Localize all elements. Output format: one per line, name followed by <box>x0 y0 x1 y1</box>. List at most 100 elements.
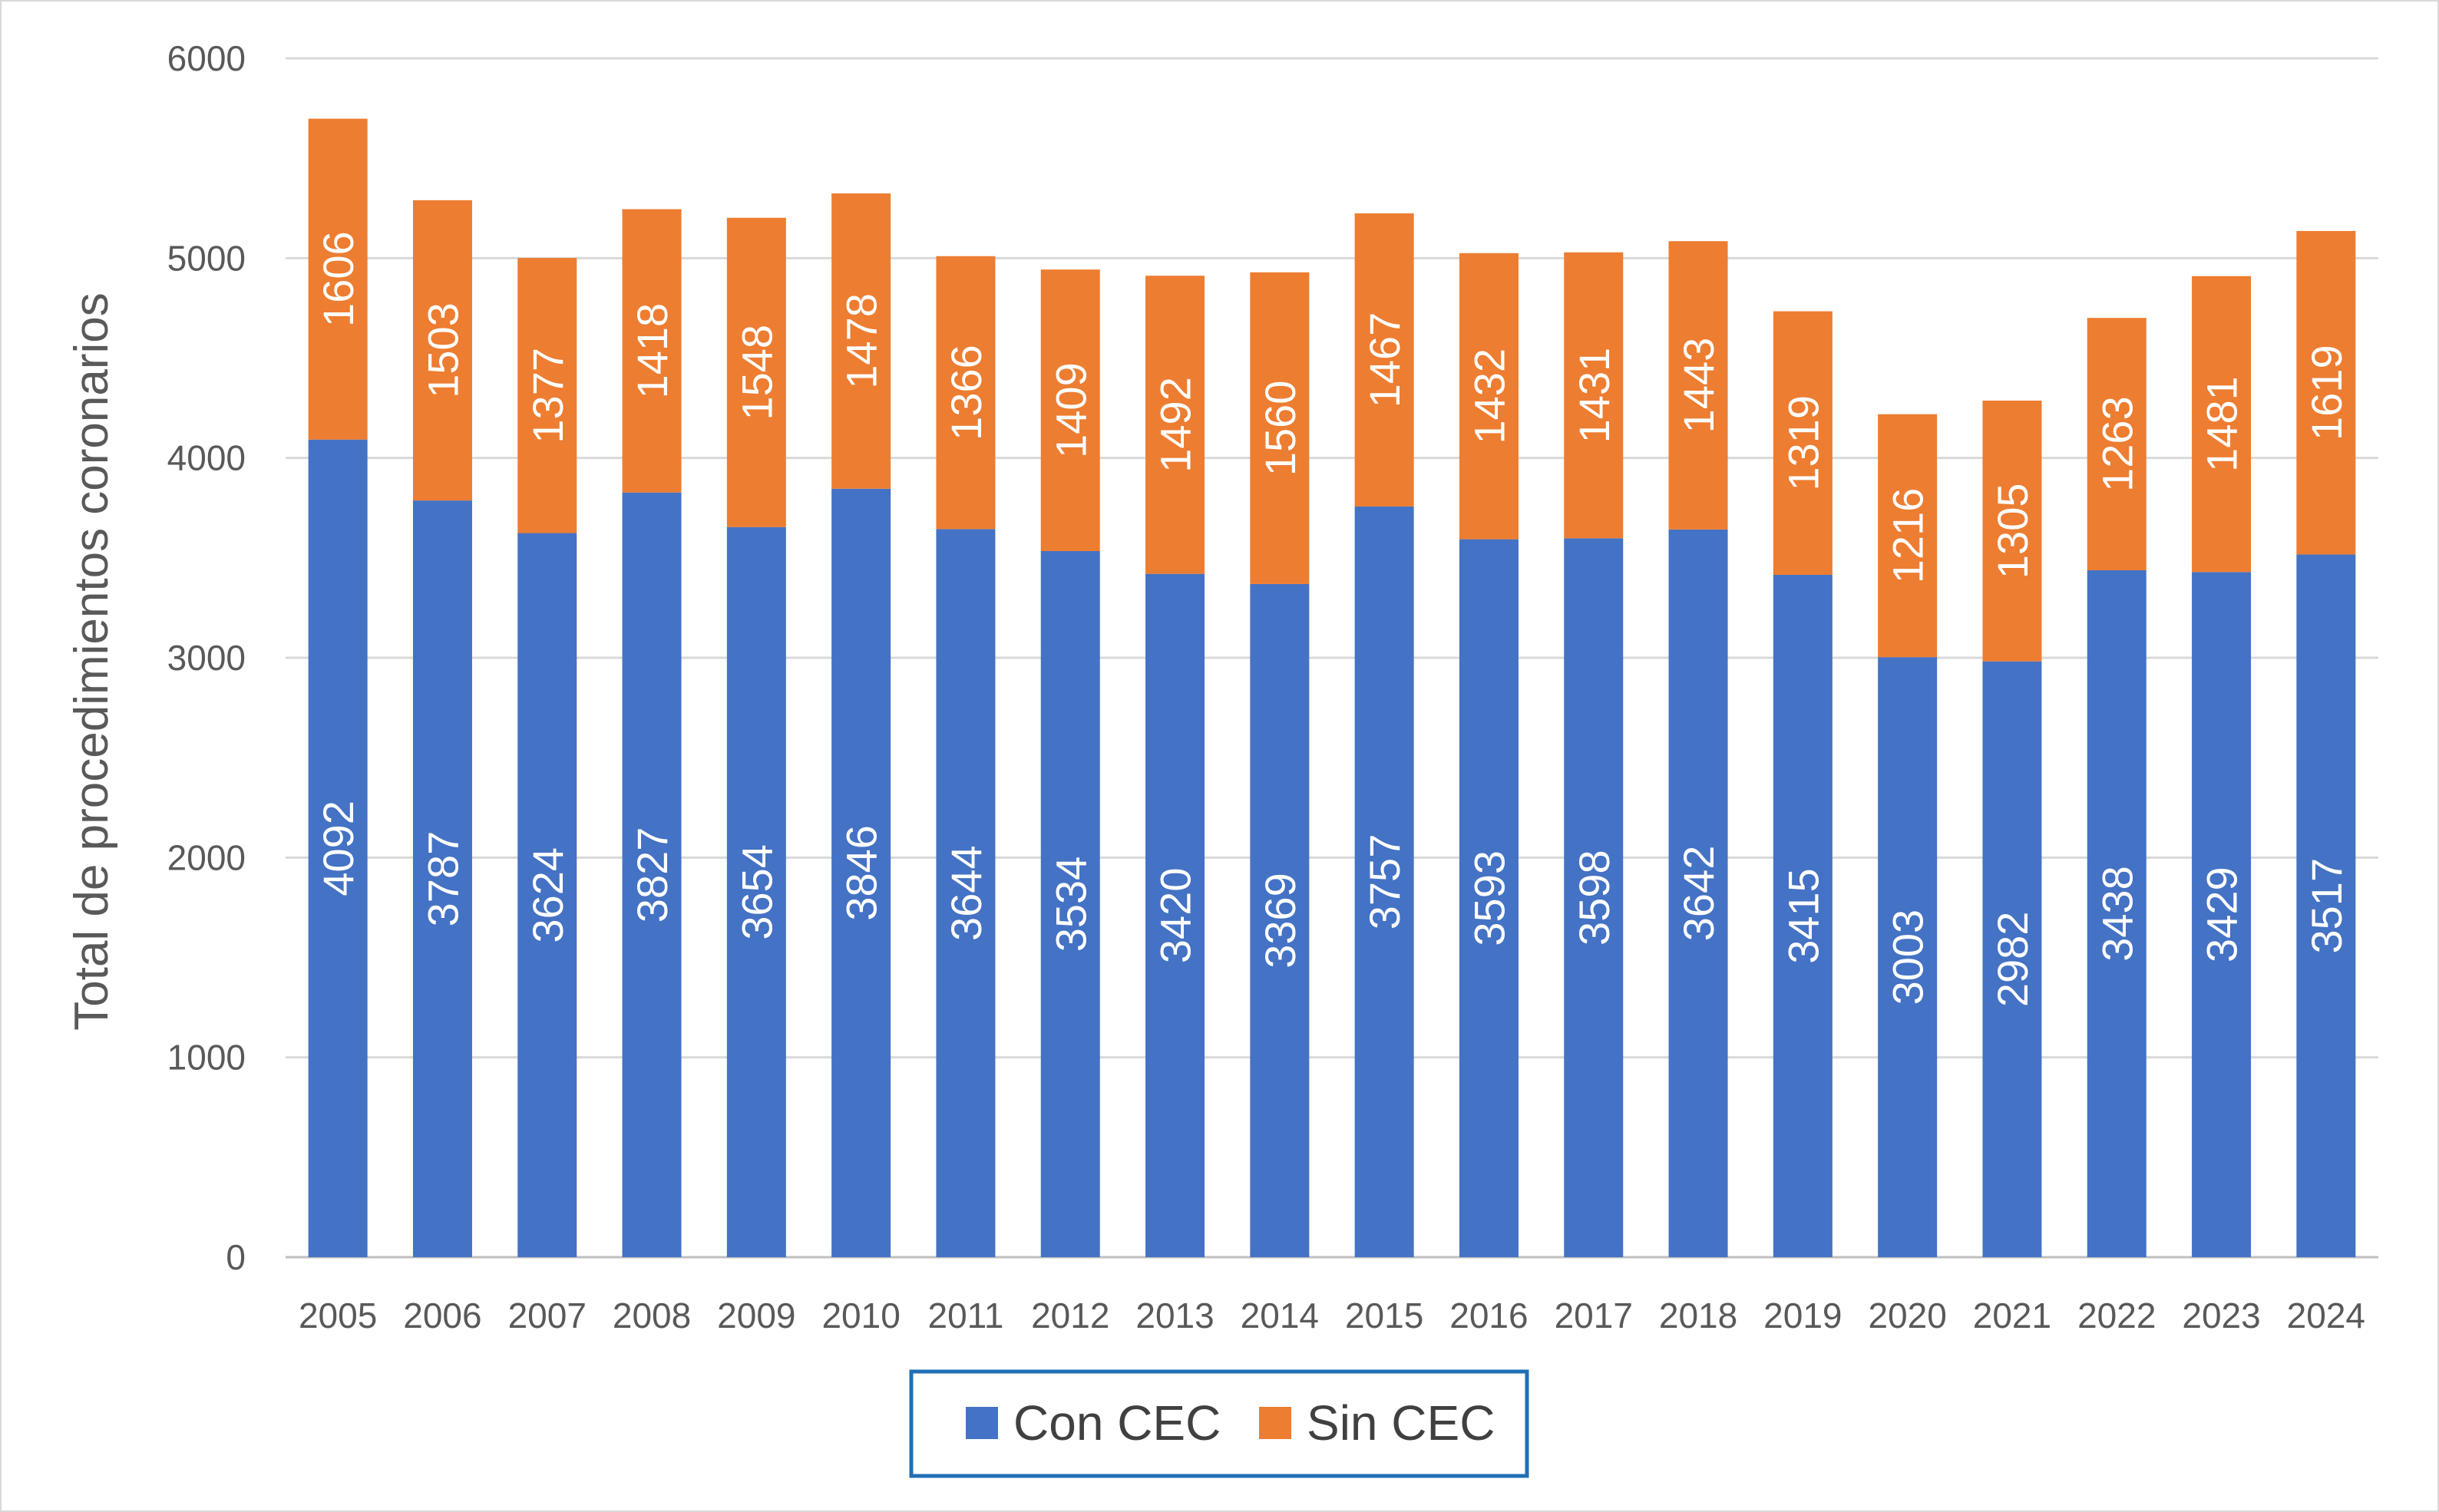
data-label-con-cec: 3593 <box>1465 850 1513 946</box>
bar-con-cec <box>2192 572 2252 1257</box>
legend-label-con-cec: Con CEC <box>1013 1395 1221 1451</box>
x-tick-label: 2005 <box>299 1296 377 1335</box>
data-label-sin-cec: 1409 <box>1046 362 1095 458</box>
bar-sin-cec <box>1773 311 1833 575</box>
y-tick-label: 1000 <box>167 1038 246 1078</box>
bar-sin-cec <box>1145 276 1205 574</box>
data-label-con-cec: 3654 <box>732 844 781 940</box>
bar-sin-cec <box>1354 213 1414 507</box>
x-tick-label: 2012 <box>1031 1296 1109 1335</box>
data-label-sin-cec: 1548 <box>732 325 781 421</box>
bar-con-cec <box>1040 550 1100 1257</box>
bar-sin-cec <box>1250 272 1310 584</box>
data-label-con-cec: 3517 <box>2302 858 2351 954</box>
data-label-con-cec: 3534 <box>1046 857 1095 952</box>
y-axis-ticks: 0 1000 2000 3000 4000 5000 6000 <box>167 38 246 1277</box>
bars <box>308 118 2356 1257</box>
data-label-sin-cec: 1503 <box>418 302 467 398</box>
data-label-sin-cec: 1319 <box>1779 395 1827 491</box>
bar-sin-cec <box>831 193 891 489</box>
x-tick-label: 2009 <box>717 1296 795 1335</box>
data-label-sin-cec: 1418 <box>628 303 676 399</box>
bar-sin-cec <box>1668 241 1728 530</box>
x-tick-label: 2019 <box>1763 1296 1842 1335</box>
bar-con-cec <box>1878 657 1938 1257</box>
data-label-sin-cec: 1481 <box>2198 376 2246 472</box>
data-label-con-cec: 3624 <box>524 847 572 943</box>
y-tick-label: 3000 <box>167 638 246 678</box>
data-label-con-cec: 3598 <box>1570 850 1618 946</box>
bar-con-cec <box>2296 554 2356 1257</box>
bar-sin-cec <box>1564 252 1624 539</box>
bar-con-cec <box>1354 506 1414 1257</box>
bar-con-cec <box>936 529 996 1257</box>
bar-con-cec <box>622 492 682 1257</box>
x-tick-label: 2006 <box>403 1296 481 1335</box>
bar-sin-cec <box>1982 400 2042 662</box>
bar-con-cec <box>831 488 891 1257</box>
x-tick-label: 2014 <box>1241 1296 1319 1335</box>
data-label-con-cec: 3369 <box>1256 873 1304 969</box>
data-label-sin-cec: 1619 <box>2302 345 2351 441</box>
legend-swatch-sin-cec <box>1259 1407 1291 1439</box>
data-label-sin-cec: 1263 <box>2093 396 2141 492</box>
bar-con-cec <box>1564 538 1624 1257</box>
bar-sin-cec <box>2296 230 2356 555</box>
data-label-sin-cec: 1366 <box>942 345 990 441</box>
bar-con-cec <box>2087 569 2147 1257</box>
data-label-sin-cec: 1560 <box>1256 381 1304 477</box>
data-label-sin-cec: 1377 <box>524 348 572 444</box>
bar-sin-cec <box>412 200 472 501</box>
x-tick-label: 2020 <box>1868 1296 1946 1335</box>
data-label-con-cec: 3003 <box>1884 910 1932 1005</box>
data-label-con-cec: 3846 <box>838 825 886 921</box>
x-tick-label: 2024 <box>2287 1296 2365 1335</box>
data-label-sin-cec: 1216 <box>1884 488 1932 584</box>
x-tick-label: 2011 <box>927 1296 1003 1335</box>
legend-label-sin-cec: Sin CEC <box>1307 1395 1495 1451</box>
data-label-con-cec: 3438 <box>2093 866 2141 962</box>
x-tick-label: 2021 <box>1973 1296 2051 1335</box>
y-tick-label: 6000 <box>167 38 246 78</box>
y-axis-label: Total de procedimientos coronarios <box>65 292 118 1031</box>
data-label-con-cec: 4092 <box>314 801 362 896</box>
x-tick-label: 2015 <box>1345 1296 1423 1335</box>
legend-swatch-con-cec <box>966 1407 998 1439</box>
x-tick-label: 2017 <box>1555 1296 1633 1335</box>
data-label-sin-cec: 1432 <box>1465 348 1513 444</box>
bar-sin-cec <box>622 209 682 493</box>
bar-con-cec <box>1459 539 1519 1257</box>
y-tick-label: 5000 <box>167 238 246 278</box>
data-label-sin-cec: 1443 <box>1674 338 1723 434</box>
bar-con-cec <box>517 533 577 1257</box>
bar-con-cec <box>1145 573 1205 1257</box>
bar-con-cec <box>308 439 368 1257</box>
bar-sin-cec <box>726 217 786 527</box>
bar-sin-cec <box>308 118 368 440</box>
data-label-con-cec: 3415 <box>1779 868 1827 964</box>
bar-con-cec <box>1250 583 1310 1257</box>
x-tick-label: 2010 <box>821 1296 900 1335</box>
data-label-con-cec: 3644 <box>942 845 990 941</box>
data-label-sin-cec: 1305 <box>1988 484 2037 579</box>
bar-sin-cec <box>1878 414 1938 658</box>
data-labels: 4092 1606 3787 1503 3624 1377 3827 1418 3654 1548… <box>314 231 2351 1007</box>
data-label-con-cec: 3429 <box>2198 867 2246 962</box>
data-label-con-cec: 3420 <box>1152 868 1200 964</box>
x-tick-label: 2023 <box>2182 1296 2260 1335</box>
legend: Con CEC Sin CEC <box>909 1369 1529 1478</box>
data-label-sin-cec: 1492 <box>1152 377 1200 473</box>
x-tick-label: 2013 <box>1135 1296 1214 1335</box>
bar-con-cec <box>412 500 472 1257</box>
bar-con-cec <box>726 527 786 1257</box>
y-tick-label: 4000 <box>167 438 246 478</box>
bar-sin-cec <box>936 256 996 530</box>
data-label-con-cec: 3757 <box>1360 834 1409 930</box>
bar-con-cec <box>1982 661 2042 1257</box>
x-axis-ticks: 2005 2006 2007 2008 2009 2010 2011 2012 2013 2014… <box>299 1296 2365 1335</box>
x-tick-label: 2007 <box>508 1296 587 1335</box>
data-label-sin-cec: 1431 <box>1570 348 1618 444</box>
y-tick-label: 0 <box>226 1237 246 1277</box>
